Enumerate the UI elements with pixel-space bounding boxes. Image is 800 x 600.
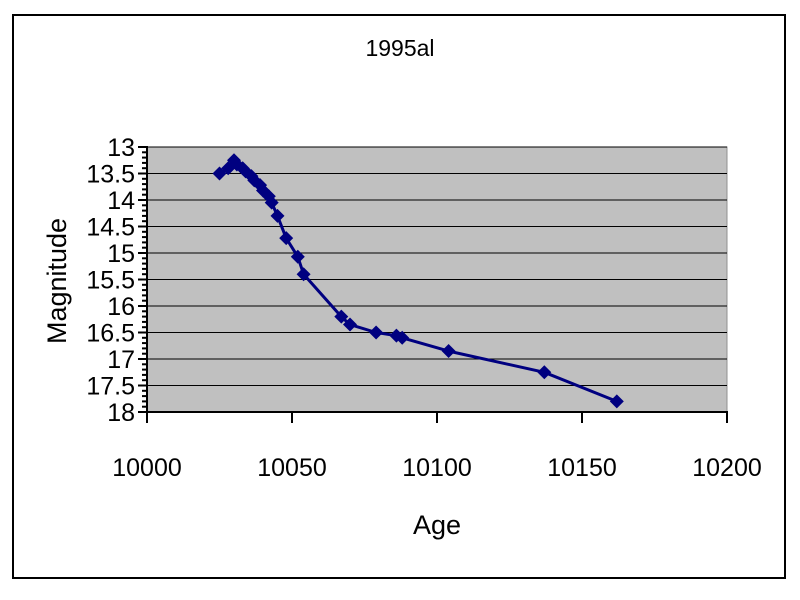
y-tick-label: 17 bbox=[107, 346, 135, 374]
data-point-marker bbox=[264, 195, 279, 210]
data-point-marker bbox=[343, 317, 357, 332]
y-tick-label: 14 bbox=[107, 187, 135, 215]
x-tick-label: 10100 bbox=[402, 454, 472, 482]
data-point-marker bbox=[369, 325, 384, 340]
y-tick-label: 13 bbox=[107, 134, 135, 162]
y-axis-title: Magnitude bbox=[42, 217, 72, 345]
data-point-marker bbox=[290, 249, 305, 264]
x-tick-label: 10000 bbox=[112, 454, 182, 482]
y-tick-label: 14.5 bbox=[86, 214, 135, 242]
x-tick-label: 10050 bbox=[257, 454, 327, 482]
y-tick-label: 16.5 bbox=[86, 320, 135, 348]
y-tick-label: 15 bbox=[107, 240, 135, 268]
y-tick-label: 13.5 bbox=[86, 161, 135, 189]
y-tick-label: 15.5 bbox=[86, 267, 135, 295]
data-point-marker bbox=[296, 267, 311, 282]
data-point-marker bbox=[537, 365, 552, 380]
data-point-marker bbox=[279, 231, 294, 246]
x-tick-label: 10150 bbox=[547, 454, 617, 482]
data-point-marker bbox=[441, 344, 456, 359]
data-point-marker bbox=[270, 208, 285, 223]
data-point-marker bbox=[334, 309, 349, 324]
x-tick-label: 10200 bbox=[692, 454, 762, 482]
x-axis-title: Age bbox=[412, 510, 462, 540]
y-tick-label: 17.5 bbox=[86, 373, 135, 401]
data-point-marker bbox=[609, 394, 624, 409]
y-tick-label: 18 bbox=[107, 399, 135, 427]
y-tick-label: 16 bbox=[107, 293, 135, 321]
data-point-marker bbox=[395, 330, 410, 345]
chart-title: 1995al bbox=[365, 35, 435, 61]
